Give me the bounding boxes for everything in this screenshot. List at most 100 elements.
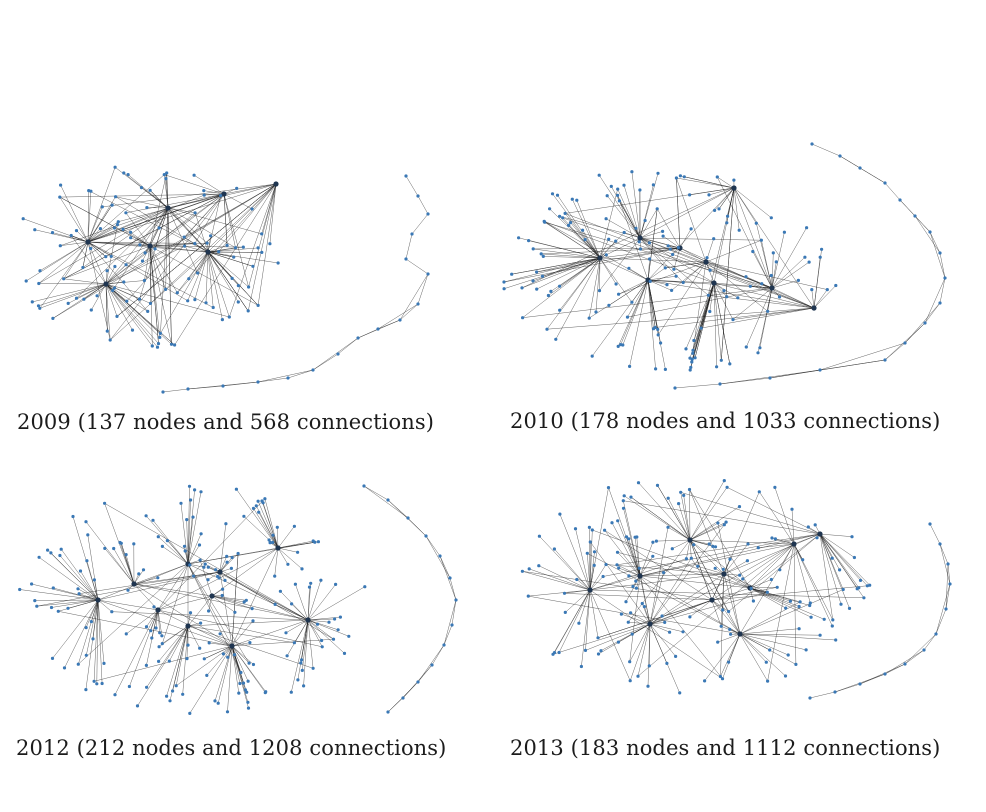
network-edge	[674, 383, 721, 389]
network-edge	[647, 279, 684, 283]
network-hub-node	[721, 571, 727, 577]
network-node	[654, 367, 658, 371]
network-edge	[771, 261, 777, 289]
network-node	[247, 285, 251, 289]
network-edge	[939, 543, 951, 585]
network-node	[526, 594, 530, 598]
network-hub-node	[637, 573, 643, 579]
network-edge	[904, 302, 941, 344]
network-node	[619, 612, 623, 616]
network-edge	[274, 547, 279, 577]
network-edge	[207, 251, 279, 264]
network-edge	[295, 584, 309, 621]
network-edge	[639, 208, 658, 239]
network-edge	[611, 522, 641, 577]
network-edge	[87, 194, 205, 243]
network-node	[783, 674, 788, 678]
network-edge	[819, 533, 850, 609]
network-node	[320, 638, 324, 643]
network-node	[944, 607, 948, 611]
network-edge	[689, 599, 713, 618]
network-node	[668, 630, 672, 634]
network-node	[883, 181, 887, 185]
network-node	[638, 247, 643, 251]
network-node	[108, 338, 112, 342]
network-node	[628, 660, 632, 664]
network-node	[938, 301, 942, 305]
network-edge	[597, 587, 751, 639]
network-edge	[939, 252, 946, 279]
network-node	[943, 276, 947, 280]
network-node	[809, 615, 813, 619]
network-edge	[685, 282, 715, 349]
network-node	[660, 614, 664, 618]
network-edge	[277, 547, 298, 553]
network-edge	[38, 557, 99, 601]
network-edge	[627, 279, 649, 318]
network-edge	[693, 282, 715, 341]
network-node	[773, 485, 777, 489]
network-node	[663, 620, 667, 624]
network-node	[666, 496, 670, 500]
network-edge	[187, 499, 191, 565]
network-node	[230, 555, 234, 560]
network-node	[557, 650, 561, 655]
network-node	[129, 230, 133, 234]
network-edge	[562, 217, 815, 309]
network-edge	[689, 539, 692, 559]
network-node	[105, 269, 109, 273]
network-node	[729, 632, 733, 636]
network-node	[207, 609, 211, 613]
network-edge	[717, 633, 741, 643]
network-edge	[717, 176, 735, 189]
network-edge	[939, 543, 949, 565]
network-node	[138, 243, 142, 247]
network-node	[599, 649, 603, 653]
network-edge	[118, 193, 225, 222]
network-edge	[739, 601, 801, 635]
network-edge	[692, 261, 707, 351]
network-edge	[114, 609, 159, 695]
network-edge	[162, 563, 189, 644]
network-node	[607, 303, 611, 307]
network-edge	[705, 261, 715, 284]
network-node	[246, 700, 250, 704]
network-node	[621, 506, 626, 510]
network-node	[548, 207, 552, 211]
network-node	[196, 271, 200, 275]
network-node	[316, 540, 320, 544]
network-node	[725, 221, 729, 225]
network-edge	[719, 377, 771, 385]
network-node	[923, 321, 927, 325]
network-graph-2013	[520, 479, 952, 700]
network-edge	[207, 195, 221, 253]
network-edge	[187, 595, 213, 627]
network-node	[144, 514, 148, 518]
network-panel-2012: 2012 (212 nodes and 1208 connections)	[8, 460, 478, 770]
network-edge	[86, 560, 99, 601]
network-node	[865, 584, 869, 588]
network-node	[171, 689, 175, 693]
network-edge	[759, 287, 773, 348]
network-node	[721, 567, 725, 571]
network-edge	[363, 485, 389, 501]
network-edge	[52, 232, 89, 243]
network-edge	[175, 625, 189, 686]
network-edge	[859, 167, 886, 184]
network-edge	[676, 177, 681, 249]
network-edge	[503, 257, 601, 283]
network-node	[430, 663, 434, 667]
network-node	[838, 154, 842, 158]
network-edge	[544, 221, 649, 281]
network-edge	[97, 599, 103, 684]
network-node	[251, 619, 255, 623]
network-edge	[617, 552, 641, 577]
network-node	[347, 634, 351, 638]
network-hub-node	[637, 235, 643, 241]
network-node	[193, 211, 197, 215]
network-node	[692, 543, 696, 547]
network-node	[707, 542, 711, 546]
network-edge	[711, 543, 795, 601]
network-node	[292, 641, 296, 645]
network-edge	[639, 575, 741, 635]
